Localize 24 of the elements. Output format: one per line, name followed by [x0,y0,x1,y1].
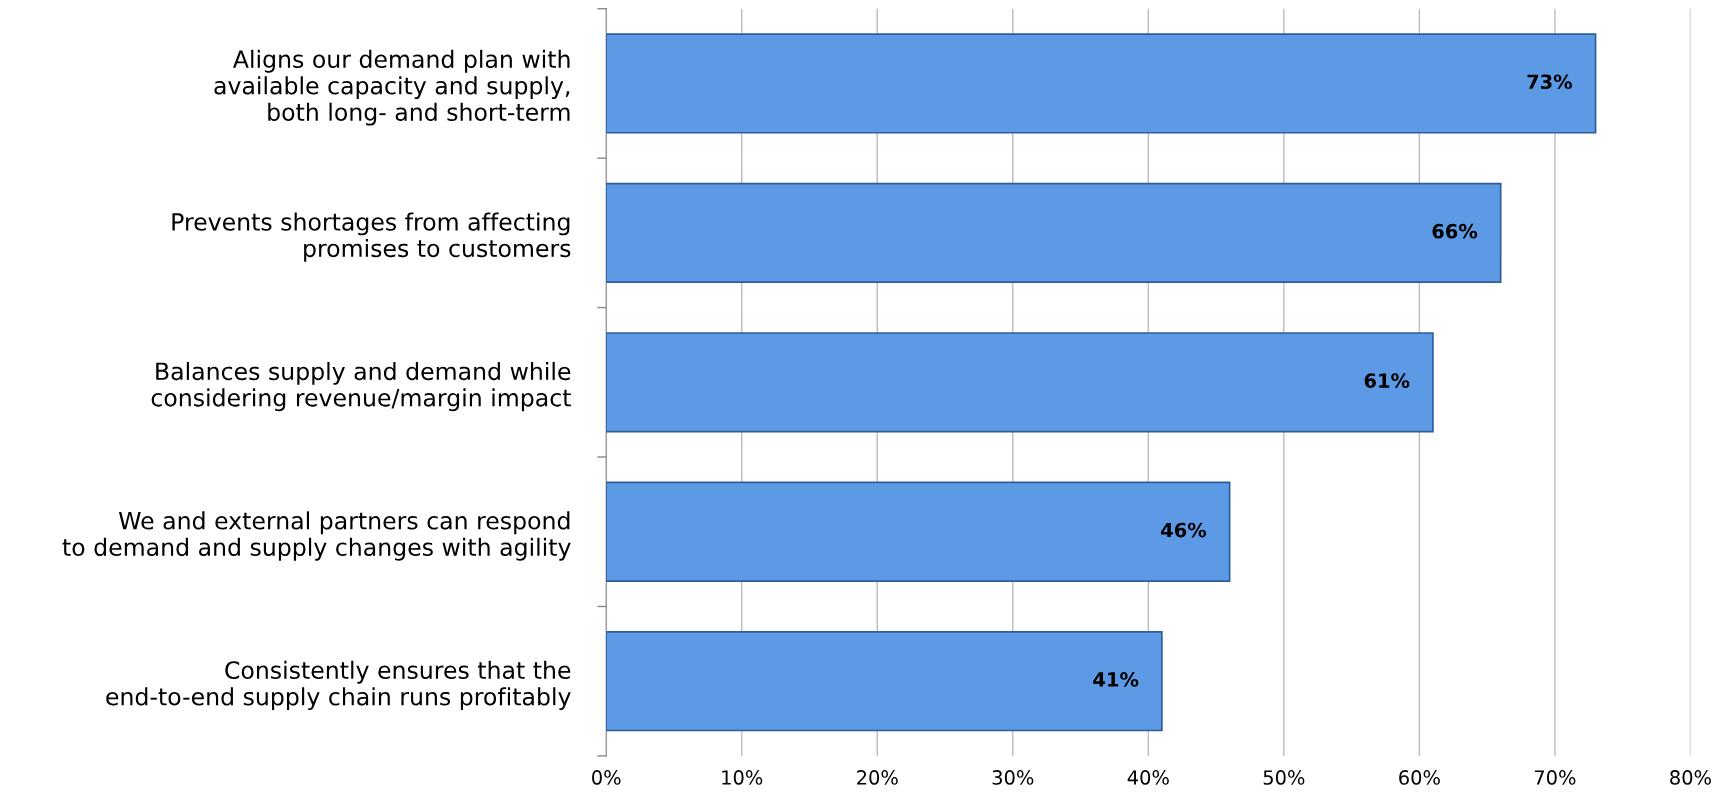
y-tick-label: Consistently ensures that the end-to-end supply chain runs profitably [106,660,571,711]
x-tick-label: 70% [1534,770,1576,785]
data-label: 46% [1161,522,1207,538]
data-label: 73% [1527,74,1573,90]
y-tick-label: Prevents shortages from affecting promises to customers [172,212,571,262]
data-label: 61% [1364,373,1410,388]
bar [606,481,1231,582]
data-label: 41% [1093,672,1139,687]
x-tick-label: 40% [1127,770,1169,785]
x-tick-label: 50% [1263,770,1305,785]
y-tick-label: We and external partners can respond to demand and supply changes with agility [62,511,571,561]
bar [606,631,1163,732]
bar [606,332,1434,433]
x-tick-label: 0% [592,770,621,785]
bar [606,33,1597,134]
x-tick-label: 20% [857,770,898,785]
data-label: 66% [1432,223,1478,239]
x-tick-label: 30% [992,770,1034,785]
bar [606,182,1502,284]
x-tick-label: 80% [1670,770,1711,785]
x-tick-label: 60% [1399,770,1440,785]
y-tick-label: Aligns our demand plan with available capacity and supply, both long- and short-term [214,49,570,126]
y-tick-label: Balances supply and demand while considering revenue/margin impact [151,361,571,412]
x-tick-label: 10% [722,770,763,785]
